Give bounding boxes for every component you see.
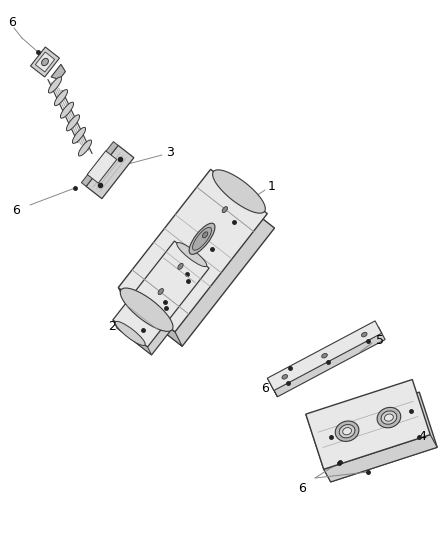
Polygon shape: [51, 64, 65, 79]
Text: 2: 2: [108, 319, 116, 333]
Text: 6: 6: [261, 382, 269, 394]
Polygon shape: [306, 379, 430, 469]
Ellipse shape: [120, 288, 173, 332]
Polygon shape: [313, 392, 437, 482]
Polygon shape: [113, 320, 152, 355]
Ellipse shape: [339, 425, 355, 438]
Ellipse shape: [222, 207, 227, 213]
Text: 6: 6: [298, 481, 306, 495]
Ellipse shape: [49, 77, 62, 93]
Ellipse shape: [361, 332, 367, 337]
Polygon shape: [87, 151, 117, 183]
Text: 6: 6: [12, 204, 20, 216]
Polygon shape: [86, 146, 134, 199]
Polygon shape: [35, 52, 55, 72]
Polygon shape: [267, 321, 381, 391]
Ellipse shape: [178, 263, 183, 269]
Ellipse shape: [377, 407, 401, 428]
Polygon shape: [306, 414, 331, 482]
Ellipse shape: [343, 427, 351, 435]
Polygon shape: [118, 287, 182, 346]
Ellipse shape: [335, 421, 359, 441]
Ellipse shape: [67, 115, 80, 131]
Text: 6: 6: [8, 17, 16, 29]
Polygon shape: [117, 249, 213, 355]
Polygon shape: [31, 47, 60, 77]
Ellipse shape: [115, 321, 145, 345]
Text: 1: 1: [268, 181, 276, 193]
Polygon shape: [271, 327, 385, 397]
Ellipse shape: [385, 414, 393, 421]
Polygon shape: [267, 378, 277, 397]
Polygon shape: [113, 241, 209, 347]
Polygon shape: [48, 79, 92, 154]
Polygon shape: [125, 184, 275, 346]
Ellipse shape: [189, 223, 215, 254]
Ellipse shape: [321, 353, 327, 358]
Ellipse shape: [177, 243, 207, 266]
Text: 4: 4: [418, 431, 426, 443]
Polygon shape: [118, 169, 267, 332]
Polygon shape: [81, 142, 118, 187]
Ellipse shape: [193, 228, 212, 250]
Ellipse shape: [72, 127, 85, 143]
Ellipse shape: [202, 232, 208, 238]
Ellipse shape: [212, 170, 265, 213]
Ellipse shape: [158, 288, 163, 295]
Ellipse shape: [381, 411, 397, 424]
Text: 5: 5: [376, 334, 384, 346]
Ellipse shape: [54, 90, 67, 106]
Polygon shape: [324, 435, 437, 482]
Ellipse shape: [60, 102, 74, 118]
Text: 3: 3: [166, 147, 174, 159]
Ellipse shape: [78, 140, 92, 156]
Ellipse shape: [42, 58, 49, 66]
Ellipse shape: [282, 375, 288, 379]
